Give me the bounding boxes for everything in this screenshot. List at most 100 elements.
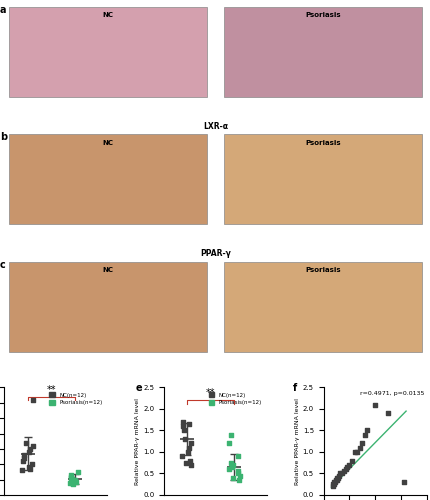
Point bbox=[70, 476, 77, 484]
Point bbox=[332, 476, 339, 484]
Text: c: c bbox=[0, 260, 6, 270]
Point bbox=[68, 472, 74, 480]
Point bbox=[333, 474, 340, 482]
Point bbox=[68, 474, 74, 482]
Point bbox=[185, 444, 192, 452]
Point bbox=[182, 458, 189, 466]
Point bbox=[25, 448, 32, 456]
Point bbox=[340, 468, 347, 475]
Point bbox=[69, 477, 76, 485]
Text: NC: NC bbox=[102, 12, 113, 18]
Point bbox=[235, 476, 242, 484]
Text: Psoriasis: Psoriasis bbox=[305, 140, 340, 146]
Point bbox=[69, 480, 76, 488]
Point bbox=[187, 440, 194, 448]
Legend: NC(n=12), Psoriasis(n=12): NC(n=12), Psoriasis(n=12) bbox=[206, 390, 264, 407]
Point bbox=[336, 470, 343, 478]
Point bbox=[75, 468, 82, 476]
Point bbox=[329, 480, 336, 488]
Point bbox=[27, 445, 34, 453]
Point bbox=[68, 471, 74, 479]
Point bbox=[330, 478, 337, 486]
Point bbox=[20, 454, 27, 462]
Point bbox=[69, 480, 76, 488]
Point bbox=[179, 418, 186, 426]
Point bbox=[72, 478, 79, 486]
Text: NC: NC bbox=[102, 268, 113, 274]
Point bbox=[181, 426, 187, 434]
FancyBboxPatch shape bbox=[9, 262, 206, 352]
Point bbox=[184, 448, 191, 456]
Point bbox=[23, 439, 30, 447]
Point bbox=[186, 456, 193, 464]
Point bbox=[334, 474, 341, 482]
Point bbox=[332, 476, 339, 484]
Y-axis label: Relative PPAR-γ mRNA level: Relative PPAR-γ mRNA level bbox=[294, 398, 299, 484]
Point bbox=[361, 431, 368, 439]
Point bbox=[384, 410, 390, 418]
FancyBboxPatch shape bbox=[9, 134, 206, 224]
Point bbox=[329, 482, 335, 490]
Text: NC: NC bbox=[102, 140, 113, 146]
Point bbox=[341, 465, 348, 473]
Point bbox=[343, 463, 350, 471]
Point bbox=[227, 458, 234, 466]
Point bbox=[345, 461, 352, 469]
Text: r=0.4971, p=0.0135: r=0.4971, p=0.0135 bbox=[359, 390, 424, 396]
FancyBboxPatch shape bbox=[224, 262, 421, 352]
Text: **: ** bbox=[46, 385, 56, 395]
Point bbox=[335, 472, 342, 480]
Point bbox=[234, 470, 241, 478]
Text: a: a bbox=[0, 5, 6, 15]
Point bbox=[234, 468, 241, 475]
Point bbox=[331, 478, 338, 486]
Point bbox=[356, 444, 362, 452]
Point bbox=[234, 452, 241, 460]
Text: b: b bbox=[0, 132, 7, 142]
Point bbox=[28, 460, 35, 468]
Point bbox=[27, 465, 34, 473]
Point bbox=[181, 435, 188, 443]
Point bbox=[67, 478, 74, 486]
Text: PPAR-γ: PPAR-γ bbox=[200, 249, 230, 258]
Text: LXR-α: LXR-α bbox=[203, 122, 227, 130]
Point bbox=[338, 470, 344, 478]
FancyBboxPatch shape bbox=[4, 5, 426, 98]
Point bbox=[350, 448, 357, 456]
Point bbox=[358, 440, 365, 448]
Y-axis label: Relative PPAR-γ mRNA level: Relative PPAR-γ mRNA level bbox=[135, 398, 140, 484]
Point bbox=[353, 448, 360, 456]
Text: Psoriasis: Psoriasis bbox=[305, 12, 340, 18]
Point bbox=[69, 475, 76, 483]
FancyBboxPatch shape bbox=[9, 7, 206, 96]
FancyBboxPatch shape bbox=[224, 134, 421, 224]
Point bbox=[228, 463, 235, 471]
Point bbox=[227, 431, 234, 439]
Point bbox=[179, 422, 186, 430]
FancyBboxPatch shape bbox=[224, 7, 421, 96]
Point bbox=[229, 461, 236, 469]
Text: **: ** bbox=[206, 388, 215, 398]
Point bbox=[187, 461, 194, 469]
Point bbox=[19, 466, 26, 474]
Point bbox=[30, 396, 37, 404]
Point bbox=[71, 476, 78, 484]
Point bbox=[229, 474, 236, 482]
Point bbox=[185, 420, 192, 428]
Point bbox=[25, 464, 32, 471]
Text: e: e bbox=[135, 383, 141, 393]
Point bbox=[348, 456, 355, 464]
Point bbox=[178, 452, 185, 460]
Point bbox=[236, 472, 243, 480]
Point bbox=[225, 440, 232, 448]
Point bbox=[399, 478, 406, 486]
Legend: NC(n=12), Psoriasis(n=12): NC(n=12), Psoriasis(n=12) bbox=[47, 390, 104, 407]
Point bbox=[371, 400, 378, 408]
Text: Psoriasis: Psoriasis bbox=[305, 268, 340, 274]
Point bbox=[363, 426, 370, 434]
Point bbox=[225, 465, 232, 473]
Point bbox=[20, 451, 27, 459]
Point bbox=[29, 442, 36, 450]
Text: f: f bbox=[292, 383, 296, 393]
Point bbox=[330, 480, 337, 488]
